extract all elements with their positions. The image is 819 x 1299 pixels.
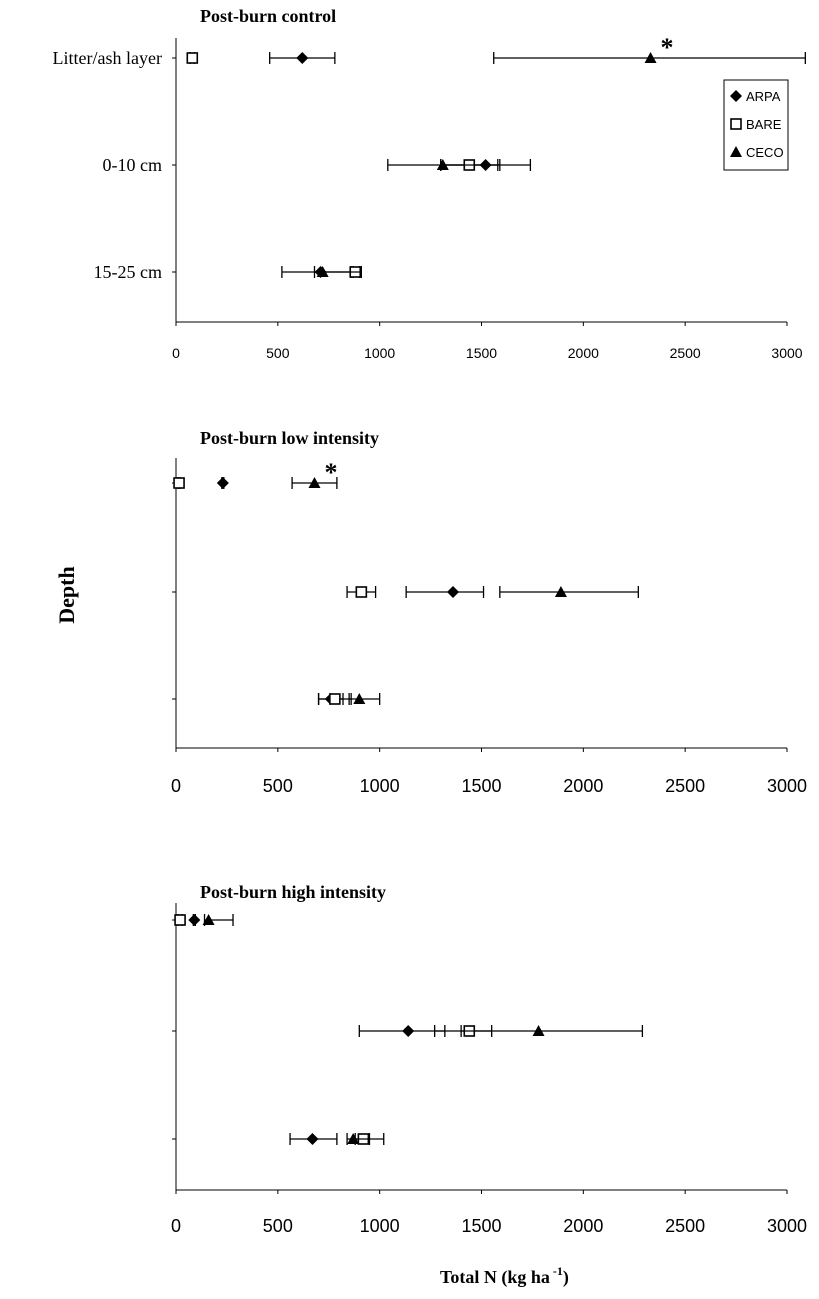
- data-point-arpa: [216, 477, 229, 489]
- x-tick-label: 500: [263, 1216, 293, 1236]
- depth-tick-label: 15-25 cm: [94, 262, 162, 282]
- chart-panel-3: Post-burn high intensity 0 500 1000 1500 2000…: [171, 882, 807, 1236]
- series-ceco: [291, 477, 639, 705]
- data-point-ceco: [316, 266, 329, 277]
- legend-marker-ceco: [730, 146, 742, 157]
- x-tick-label: 500: [263, 776, 293, 796]
- data-point-ceco: [554, 586, 567, 597]
- significance-annotation: *: [661, 33, 674, 62]
- x-tick-label: 1500: [461, 1216, 501, 1236]
- depth-tick-label: 0-10 cm: [103, 155, 162, 175]
- data-point-arpa: [296, 52, 309, 64]
- shared-x-axis-label: Total N (kg ha -1): [440, 1264, 569, 1288]
- legend-marker-bare: [730, 118, 742, 130]
- legend-label: CECO: [746, 145, 784, 160]
- legend-label: ARPA: [746, 89, 781, 104]
- x-tick-label: 3000: [771, 345, 802, 361]
- data-point-arpa: [306, 1133, 319, 1145]
- chart-title: Post-burn high intensity: [200, 882, 386, 902]
- series-ceco: [202, 914, 644, 1145]
- data-point-bare: [174, 914, 186, 926]
- data-point-ceco: [436, 159, 449, 170]
- chart-title: Post-burn control: [200, 6, 336, 26]
- series-bare: [173, 477, 377, 705]
- data-point-arpa: [402, 1025, 415, 1037]
- x-tick-label: 500: [266, 345, 290, 361]
- data-point-ceco: [347, 1133, 360, 1144]
- chart-panel-1: Post-burn control Litter/ash layer 0-10 cm…: [53, 6, 806, 361]
- x-tick-label: 1000: [360, 1216, 400, 1236]
- x-tick-label: 2500: [665, 1216, 705, 1236]
- x-tick-label: 2000: [563, 1216, 603, 1236]
- x-tick-label: 1000: [364, 345, 395, 361]
- x-tick-label: 2000: [563, 776, 603, 796]
- x-tick-label: 0: [171, 776, 181, 796]
- x-tick-label: 0: [172, 345, 180, 361]
- x-tick-label: 2500: [670, 345, 701, 361]
- x-tick-label: 1000: [360, 776, 400, 796]
- data-point-ceco: [532, 1025, 545, 1036]
- depth-tick-label: Litter/ash layer: [53, 48, 162, 68]
- data-point-ceco: [644, 52, 657, 63]
- legend-marker-arpa: [730, 90, 742, 102]
- x-tick-label: 2000: [568, 345, 599, 361]
- x-axis-label-main: Total N (kg ha: [440, 1267, 550, 1288]
- series-ceco: [313, 52, 806, 278]
- data-point-bare: [186, 52, 199, 64]
- x-tick-label: 3000: [767, 776, 807, 796]
- chart-panels: Post-burn control Litter/ash layer 0-10 cm…: [53, 6, 807, 1236]
- x-tick-label: 2500: [665, 776, 705, 796]
- data-point-bare: [173, 477, 185, 489]
- series-arpa: [188, 914, 446, 1145]
- series-arpa: [216, 477, 485, 705]
- x-tick-label: 1500: [466, 345, 497, 361]
- data-point-ceco: [353, 693, 366, 704]
- data-point-ceco: [202, 914, 215, 925]
- chart-title: Post-burn low intensity: [200, 428, 379, 448]
- shared-y-axis-label: Depth: [54, 566, 79, 623]
- x-tick-label: 0: [171, 1216, 181, 1236]
- legend: ARPA BARE CECO: [723, 79, 789, 171]
- x-axis-label-close: ): [563, 1267, 569, 1288]
- data-point-ceco: [308, 477, 321, 488]
- data-point-arpa: [188, 914, 201, 926]
- x-axis-label-superscript: -1: [553, 1264, 563, 1278]
- data-point-arpa: [446, 586, 459, 598]
- x-tick-label: 3000: [767, 1216, 807, 1236]
- chart-panel-2: Post-burn low intensity 0 500 1000 1500 2000 2…: [171, 428, 807, 796]
- legend-label: BARE: [746, 117, 782, 132]
- x-tick-label: 1500: [461, 776, 501, 796]
- data-point-bare: [329, 693, 341, 705]
- data-point-bare: [355, 586, 368, 598]
- significance-annotation: *: [324, 458, 337, 487]
